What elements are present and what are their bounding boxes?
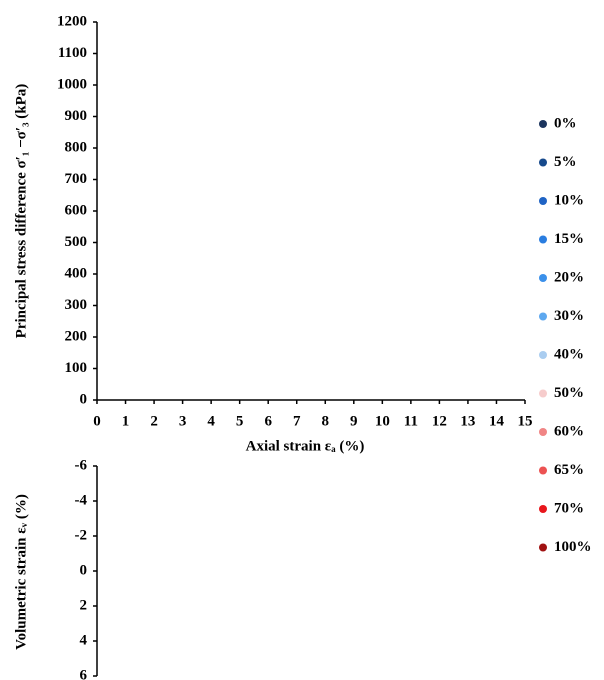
y-tick-label: 700 [65,171,88,187]
y-tick-label: -2 [75,527,88,543]
y-tick-label: -4 [75,492,88,508]
legend-marker [539,197,547,205]
legend-marker [539,351,547,359]
y-tick-label: 300 [65,297,88,313]
legend-label: 70% [554,500,584,516]
y-tick-label: 1200 [57,13,87,29]
legend-marker [539,389,547,398]
legend-label: 100% [554,539,592,555]
x-tick-label: 5 [236,413,244,429]
x-tick-label: 8 [322,413,330,429]
legend-marker [539,158,547,167]
x-tick-label: 10 [375,413,390,429]
x-tick-label: 0 [93,413,101,429]
y-tick-label: 800 [65,139,88,155]
x-tick-label: 6 [264,413,272,429]
x-tick-label: 14 [489,413,505,429]
x-tick-label: 7 [293,413,301,429]
x-tick-label: 12 [432,413,447,429]
legend-marker [539,505,547,513]
x-tick-label: 4 [207,413,215,429]
legend-marker [539,120,547,128]
x-tick-label: 2 [150,413,158,429]
x-tick-label: 3 [179,413,187,429]
legend-label: 5% [554,154,577,170]
legend-marker [539,428,547,436]
y-tick-label: 2 [80,597,88,613]
legend-marker [539,543,547,552]
y-tick-label: 100 [65,360,88,376]
legend-label: 15% [554,231,584,247]
y-tick-label: 4 [80,632,88,648]
legend-label: 20% [554,269,584,285]
legend-label: 30% [554,308,584,324]
y-tick-label: 0 [80,391,88,407]
legend-label: 10% [554,192,584,208]
y-axis-label: Volumetric strain εᵥ (%) [13,494,29,650]
legend-label: 60% [554,423,584,439]
legend-marker [539,312,547,321]
y-tick-label: 0 [80,562,88,578]
x-tick-label: 15 [518,413,533,429]
x-tick-label: 11 [404,413,418,429]
y-tick-label: 1100 [58,45,87,61]
x-tick-label: 9 [350,413,358,429]
legend-label: 40% [554,346,584,362]
y-tick-label: 1000 [57,76,87,92]
y-tick-label: 200 [65,328,88,344]
legend-marker [539,274,547,282]
y-tick-label: 500 [65,234,88,250]
y-tick-label: 6 [80,667,88,680]
legend-marker [539,466,547,475]
y-tick-label: 900 [65,108,88,124]
y-tick-label: -6 [75,457,88,473]
y-axis-label: Principal stress difference σ′₁ −σ′₃ (kP… [13,84,29,339]
legend-label: 50% [554,385,584,401]
y-tick-label: 600 [65,202,88,218]
x-tick-label: 13 [460,413,475,429]
legend-label: 65% [554,462,584,478]
x-axis-label: Axial strain εₐ (%) [246,438,365,454]
x-tick-label: 1 [122,413,130,429]
legend-label: 0% [554,115,577,131]
legend-marker [539,235,547,244]
y-tick-label: 400 [65,265,88,281]
